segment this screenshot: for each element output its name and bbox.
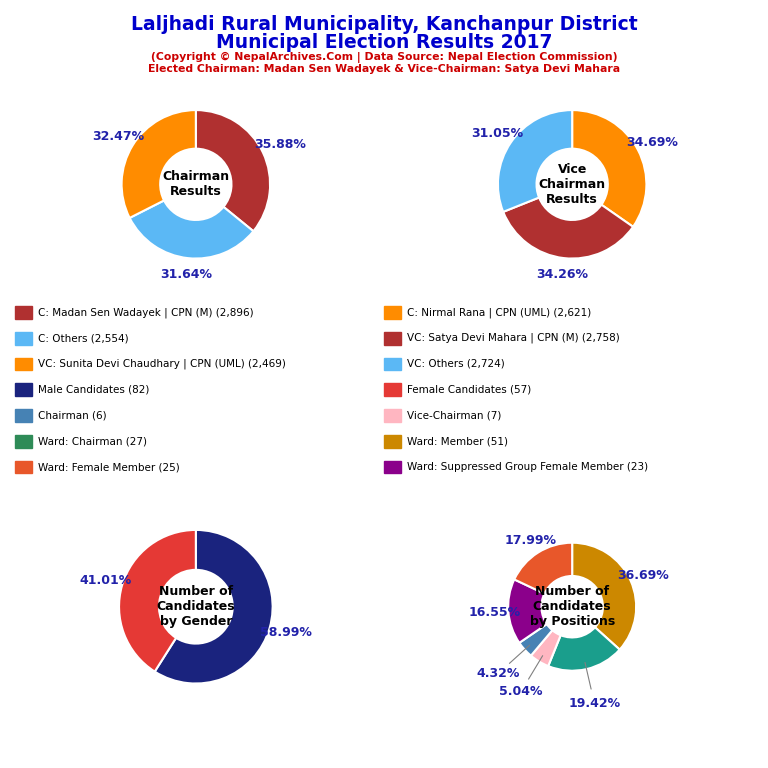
- Bar: [384, 461, 401, 473]
- Wedge shape: [154, 530, 273, 684]
- Text: 36.69%: 36.69%: [617, 568, 670, 581]
- Text: Elected Chairman: Madan Sen Wadayek & Vice-Chairman: Satya Devi Mahara: Elected Chairman: Madan Sen Wadayek & Vi…: [148, 64, 620, 74]
- Text: 58.99%: 58.99%: [260, 627, 312, 639]
- Text: VC: Satya Devi Mahara | CPN (M) (2,758): VC: Satya Devi Mahara | CPN (M) (2,758): [406, 333, 619, 343]
- Bar: [384, 306, 401, 319]
- Bar: [384, 435, 401, 448]
- Wedge shape: [531, 631, 561, 666]
- Wedge shape: [503, 197, 633, 259]
- Text: Ward: Member (51): Ward: Member (51): [406, 436, 508, 446]
- Text: C: Others (2,554): C: Others (2,554): [38, 333, 128, 343]
- Text: Vice
Chairman
Results: Vice Chairman Results: [538, 163, 606, 206]
- Bar: [15, 409, 31, 422]
- Text: Ward: Female Member (25): Ward: Female Member (25): [38, 462, 180, 472]
- Wedge shape: [498, 110, 572, 212]
- Text: Number of
Candidates
by Gender: Number of Candidates by Gender: [157, 585, 235, 628]
- Text: Chairman
Results: Chairman Results: [162, 170, 230, 198]
- Text: C: Nirmal Rana | CPN (UML) (2,621): C: Nirmal Rana | CPN (UML) (2,621): [406, 307, 591, 318]
- Text: Municipal Election Results 2017: Municipal Election Results 2017: [216, 33, 552, 52]
- Text: Chairman (6): Chairman (6): [38, 411, 107, 421]
- Text: Number of
Candidates
by Positions: Number of Candidates by Positions: [529, 585, 615, 628]
- Wedge shape: [548, 627, 620, 670]
- Bar: [384, 409, 401, 422]
- Bar: [15, 306, 31, 319]
- Text: Male Candidates (82): Male Candidates (82): [38, 385, 149, 395]
- Text: 35.88%: 35.88%: [253, 138, 306, 151]
- Text: 5.04%: 5.04%: [499, 685, 543, 698]
- Wedge shape: [196, 110, 270, 231]
- Bar: [384, 383, 401, 396]
- Text: VC: Sunita Devi Chaudhary | CPN (UML) (2,469): VC: Sunita Devi Chaudhary | CPN (UML) (2…: [38, 359, 286, 369]
- Text: 34.69%: 34.69%: [627, 136, 678, 149]
- Bar: [15, 332, 31, 345]
- Wedge shape: [508, 579, 547, 643]
- Text: Laljhadi Rural Municipality, Kanchanpur District: Laljhadi Rural Municipality, Kanchanpur …: [131, 15, 637, 35]
- Text: 19.42%: 19.42%: [568, 697, 621, 710]
- Text: 17.99%: 17.99%: [505, 535, 556, 548]
- Wedge shape: [572, 110, 647, 227]
- Wedge shape: [119, 530, 196, 671]
- Wedge shape: [519, 624, 552, 656]
- Wedge shape: [130, 200, 253, 259]
- Text: 31.64%: 31.64%: [161, 268, 212, 281]
- Bar: [15, 383, 31, 396]
- Bar: [15, 461, 31, 473]
- Bar: [384, 358, 401, 370]
- Wedge shape: [515, 543, 572, 594]
- Text: VC: Others (2,724): VC: Others (2,724): [406, 359, 505, 369]
- Text: 34.26%: 34.26%: [536, 268, 588, 281]
- Text: 16.55%: 16.55%: [468, 607, 521, 619]
- Text: Vice-Chairman (7): Vice-Chairman (7): [406, 411, 501, 421]
- Text: C: Madan Sen Wadayek | CPN (M) (2,896): C: Madan Sen Wadayek | CPN (M) (2,896): [38, 307, 253, 318]
- Text: 41.01%: 41.01%: [80, 574, 132, 587]
- Text: 32.47%: 32.47%: [93, 131, 144, 144]
- Text: Female Candidates (57): Female Candidates (57): [406, 385, 531, 395]
- Text: (Copyright © NepalArchives.Com | Data Source: Nepal Election Commission): (Copyright © NepalArchives.Com | Data So…: [151, 51, 617, 62]
- Wedge shape: [572, 543, 636, 650]
- Bar: [15, 358, 31, 370]
- Bar: [384, 332, 401, 345]
- Text: Ward: Suppressed Group Female Member (23): Ward: Suppressed Group Female Member (23…: [406, 462, 647, 472]
- Wedge shape: [121, 110, 196, 218]
- Text: 4.32%: 4.32%: [477, 667, 520, 680]
- Bar: [15, 435, 31, 448]
- Text: 31.05%: 31.05%: [471, 127, 523, 140]
- Text: Ward: Chairman (27): Ward: Chairman (27): [38, 436, 147, 446]
